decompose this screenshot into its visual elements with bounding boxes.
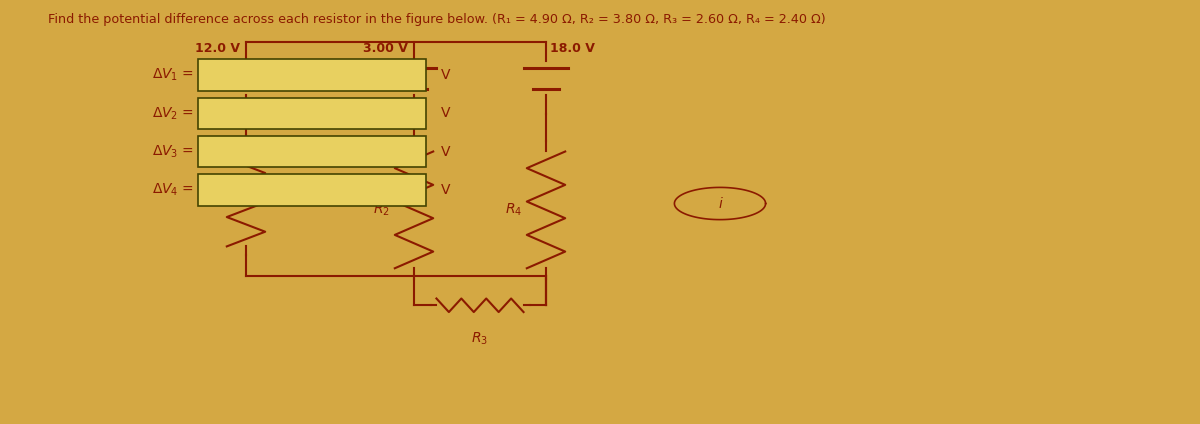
Bar	[198, 59, 426, 91]
Text: $R_1$: $R_1$	[205, 187, 222, 203]
Bar	[198, 98, 426, 129]
Text: $\Delta V_3$ =: $\Delta V_3$ =	[152, 143, 194, 160]
Text: V: V	[440, 106, 450, 120]
Text: i: i	[718, 196, 722, 211]
Text: 12.0 V: 12.0 V	[194, 42, 240, 55]
Text: $\Delta V_1$ =: $\Delta V_1$ =	[152, 67, 194, 84]
Text: 18.0 V: 18.0 V	[550, 42, 594, 55]
Text: Find the potential difference across each resistor in the figure below. (R₁ = 4.: Find the potential difference across eac…	[48, 13, 826, 26]
Text: V: V	[440, 145, 450, 159]
Text: V: V	[440, 183, 450, 197]
Text: V: V	[440, 68, 450, 82]
Text: 3.00 V: 3.00 V	[364, 42, 408, 55]
Bar	[198, 174, 426, 206]
Text: $R_3$: $R_3$	[472, 331, 488, 347]
Bar	[198, 136, 426, 167]
Text: $R_4$: $R_4$	[505, 202, 522, 218]
Text: $\Delta V_4$ =: $\Delta V_4$ =	[152, 181, 194, 198]
Text: $\Delta V_2$ =: $\Delta V_2$ =	[152, 105, 194, 122]
Text: $R_2$: $R_2$	[373, 202, 390, 218]
